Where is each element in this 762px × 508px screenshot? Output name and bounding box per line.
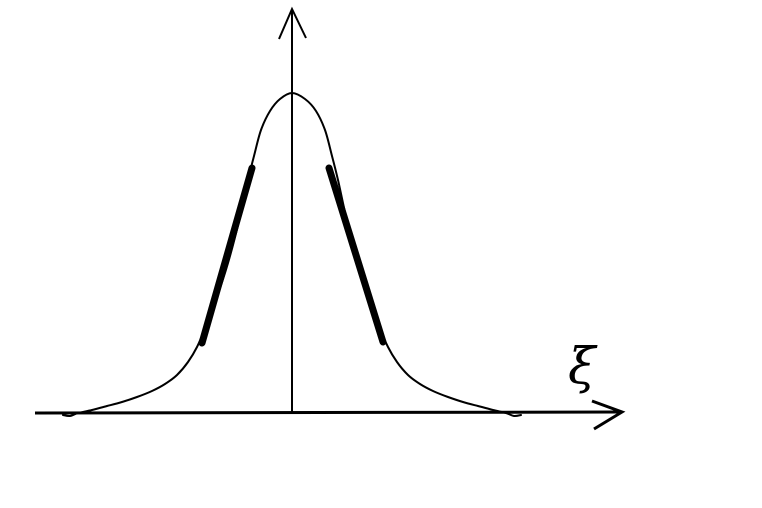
right-inflection-segment: [325, 164, 387, 346]
xi-axis-label: ξ: [568, 337, 598, 395]
left-inflection-segment: [198, 164, 256, 347]
horizontal-axis: [34, 410, 621, 415]
bell-curve: [62, 91, 522, 418]
horizontal-axis-arrowhead: [591, 399, 626, 431]
vertical-axis-arrowhead: [278, 6, 307, 40]
